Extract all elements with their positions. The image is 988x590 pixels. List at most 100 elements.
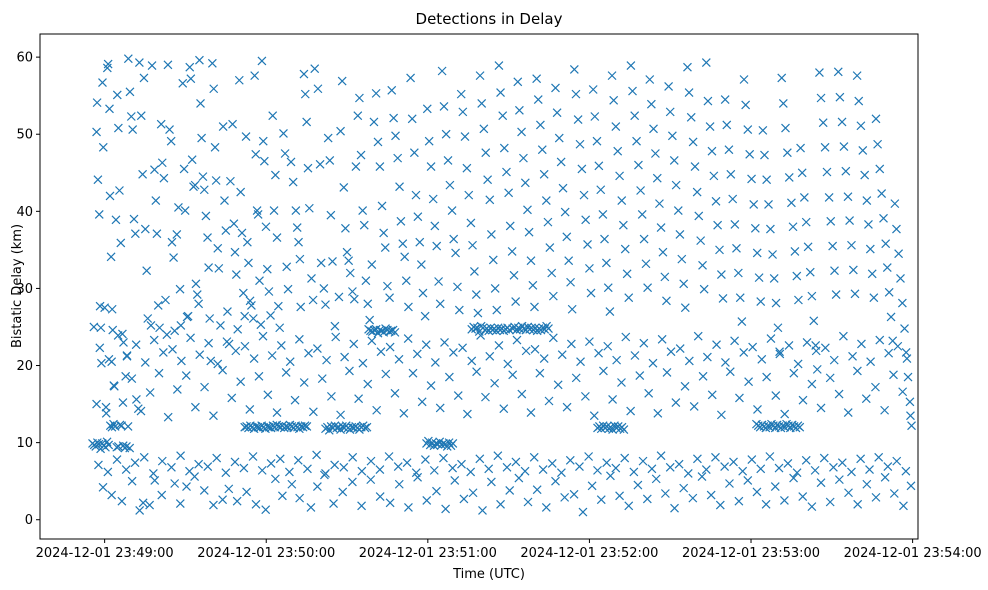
data-point-marker xyxy=(472,367,482,377)
data-point-marker xyxy=(268,111,278,121)
data-point-marker xyxy=(484,464,494,474)
data-point-marker xyxy=(142,266,152,276)
data-point-marker xyxy=(576,357,585,367)
data-point-marker xyxy=(747,174,756,184)
data-point-marker xyxy=(242,237,252,247)
data-point-marker xyxy=(530,302,539,312)
data-point-marker xyxy=(790,246,800,256)
data-point-marker xyxy=(377,201,387,211)
data-point-marker xyxy=(266,310,275,320)
data-point-marker xyxy=(739,75,749,84)
data-point-marker xyxy=(306,502,316,512)
data-point-marker xyxy=(420,455,430,465)
data-point-marker xyxy=(843,192,853,202)
data-point-marker xyxy=(172,385,182,394)
data-point-marker xyxy=(331,332,341,342)
data-point-marker xyxy=(199,185,209,195)
data-point-marker xyxy=(862,196,872,205)
data-point-marker xyxy=(238,288,248,298)
data-point-marker xyxy=(743,475,753,485)
data-point-marker xyxy=(748,342,758,352)
data-point-marker xyxy=(322,355,331,365)
data-point-marker xyxy=(395,182,404,192)
data-point-marker xyxy=(566,277,575,287)
data-point-marker xyxy=(447,206,457,215)
data-point-marker xyxy=(715,245,724,255)
data-point-marker xyxy=(728,194,738,204)
data-point-marker xyxy=(300,89,310,99)
data-point-marker xyxy=(402,458,412,468)
data-point-marker xyxy=(156,119,166,129)
data-point-marker xyxy=(779,496,789,505)
y-tick-label: 20 xyxy=(16,359,33,374)
data-point-marker xyxy=(107,304,117,314)
data-point-marker xyxy=(553,380,563,390)
data-point-marker xyxy=(412,349,422,359)
data-point-marker xyxy=(354,93,364,103)
data-point-marker xyxy=(453,391,463,401)
data-point-marker xyxy=(430,221,440,231)
data-point-marker xyxy=(894,249,904,259)
data-point-marker xyxy=(209,411,218,421)
data-point-marker xyxy=(639,234,649,244)
data-point-marker xyxy=(606,471,615,481)
data-point-marker xyxy=(182,482,191,491)
y-tick-label: 10 xyxy=(16,436,33,451)
data-point-marker xyxy=(360,423,370,433)
data-point-marker xyxy=(581,215,591,225)
data-point-marker xyxy=(197,133,207,143)
data-point-marker xyxy=(530,344,540,354)
data-point-marker xyxy=(706,490,716,500)
data-point-marker xyxy=(444,372,454,382)
data-point-marker xyxy=(401,276,411,286)
data-point-marker xyxy=(257,56,267,66)
data-point-marker xyxy=(831,290,841,300)
data-point-marker xyxy=(223,307,232,316)
data-point-marker xyxy=(231,270,241,279)
data-point-marker xyxy=(588,85,598,94)
y-axis-label: Bistatic Delay (km) xyxy=(10,224,25,348)
data-point-marker xyxy=(520,466,530,476)
data-point-marker xyxy=(692,187,702,197)
data-point-marker xyxy=(211,176,221,185)
data-point-marker xyxy=(617,196,627,205)
data-point-marker xyxy=(893,341,903,351)
data-point-marker xyxy=(773,323,783,333)
data-point-marker xyxy=(473,308,483,318)
data-point-marker xyxy=(684,88,694,98)
data-point-marker xyxy=(600,234,609,244)
data-point-marker xyxy=(138,498,148,508)
data-point-marker xyxy=(176,356,186,366)
data-point-marker xyxy=(122,351,132,361)
data-point-marker xyxy=(875,335,885,345)
data-point-marker xyxy=(143,314,153,323)
data-point-marker xyxy=(206,356,216,366)
data-point-marker xyxy=(556,468,566,478)
data-point-marker xyxy=(548,333,558,343)
data-point-marker xyxy=(828,241,838,251)
data-point-marker xyxy=(675,344,685,353)
data-point-marker xyxy=(408,368,418,378)
data-point-marker xyxy=(158,347,168,357)
data-point-marker xyxy=(612,355,622,365)
data-point-marker xyxy=(620,244,630,254)
data-point-marker xyxy=(105,104,114,114)
data-point-marker xyxy=(879,213,888,223)
data-point-marker xyxy=(777,73,787,83)
data-point-marker xyxy=(768,250,777,259)
data-point-marker xyxy=(273,301,283,311)
data-point-marker xyxy=(711,452,720,462)
data-point-marker xyxy=(630,111,640,121)
data-point-marker xyxy=(680,303,690,313)
data-point-marker xyxy=(451,248,460,258)
data-point-marker xyxy=(323,133,333,143)
data-point-marker xyxy=(358,358,368,368)
data-point-marker xyxy=(575,462,584,471)
data-point-marker xyxy=(180,206,190,215)
data-point-marker xyxy=(707,146,717,156)
data-point-marker xyxy=(138,169,148,179)
data-point-marker xyxy=(844,488,853,498)
data-point-marker xyxy=(792,468,802,478)
data-point-marker xyxy=(646,99,656,109)
data-point-marker xyxy=(277,491,287,501)
